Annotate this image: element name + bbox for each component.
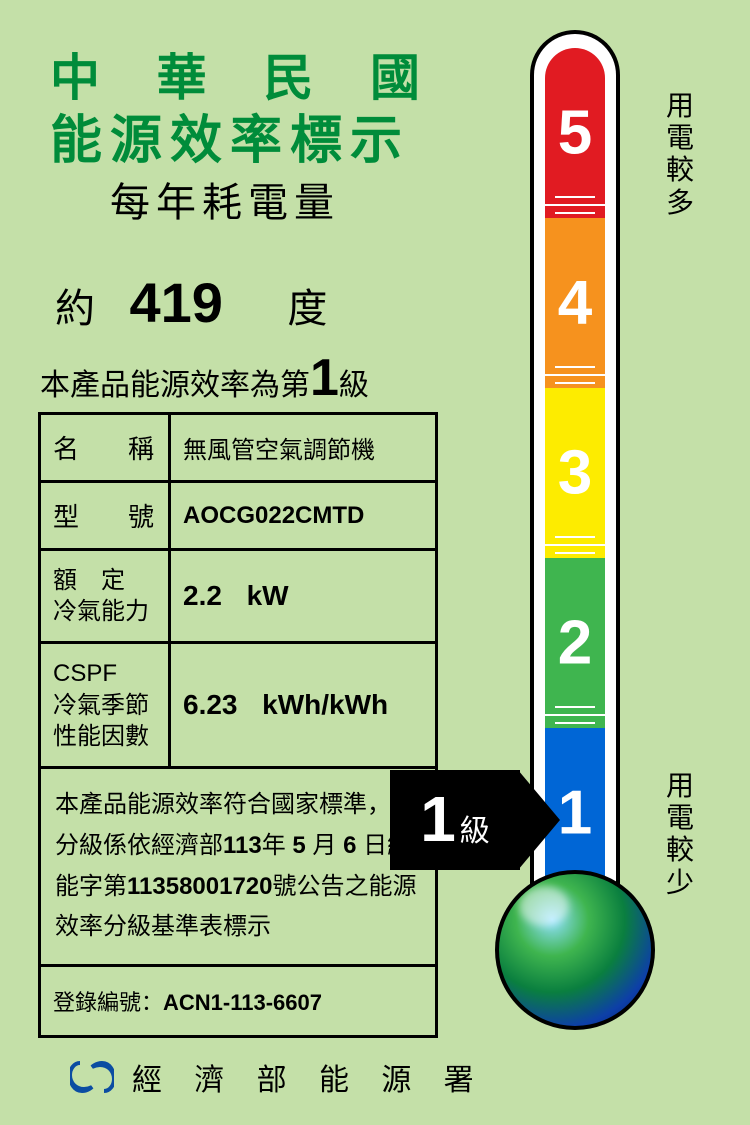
footer: 經 濟 部 能 源 署 <box>70 1055 486 1099</box>
grade-indicator: 1 級 <box>390 770 560 870</box>
thermometer-segment-3: 3 <box>545 388 605 558</box>
compliance-text: 本產品能源效率符合國家標準，其分級係依經濟部113年 5 月 6 日經能字第11… <box>40 767 437 965</box>
grade-indicator-number: 1 <box>420 782 456 856</box>
spec-cspf-unit: kWh/kWh <box>262 689 388 720</box>
compliance-month: 5 <box>292 832 305 859</box>
thermometer-tick <box>555 722 595 724</box>
spec-model-value: AOCG022CMTD <box>170 482 437 550</box>
consumption-row: 約 419 度 <box>55 270 435 335</box>
thermometer-tick <box>545 714 605 716</box>
grade-indicator-box: 1 級 <box>390 770 520 870</box>
grade-line-prefix: 本產品能源效率為第 <box>40 369 310 402</box>
thermometer-segment-5: 5 <box>545 48 605 218</box>
grade-indicator-suffix: 級 <box>460 806 490 850</box>
compliance-docnum: 11358001720 <box>127 873 273 900</box>
grade-line: 本產品能源效率為第1級 <box>40 348 369 408</box>
table-row: 額 定冷氣能力 2.2 kW <box>40 550 437 643</box>
thermometer-segment-number: 3 <box>545 438 605 509</box>
compliance-t3: 月 <box>312 832 336 859</box>
table-row: 登錄編號：ACN1-113-6607 <box>40 966 437 1037</box>
spec-capacity-value: 2.2 <box>183 580 222 611</box>
thermometer-tick <box>555 536 595 538</box>
compliance-day: 6 <box>343 832 356 859</box>
consumption-approx: 約 <box>55 287 95 331</box>
thermometer: 54321 <box>500 30 650 1090</box>
spec-cspf-cell: 6.23 kWh/kWh <box>170 643 437 768</box>
table-row: CSPF冷氣季節性能因數 6.23 kWh/kWh <box>40 643 437 768</box>
thermometer-tick <box>555 706 595 708</box>
thermometer-tick <box>545 204 605 206</box>
thermometer-tick <box>555 552 595 554</box>
consumption-unit: 度 <box>287 287 327 331</box>
table-row: 型 號 AOCG022CMTD <box>40 482 437 550</box>
registration-cell: 登錄編號：ACN1-113-6607 <box>40 966 437 1037</box>
grade-indicator-arrow-icon <box>518 770 560 870</box>
thermometer-tick <box>555 366 595 368</box>
spec-capacity-label: 額 定冷氣能力 <box>40 550 170 643</box>
thermometer-segment-4: 4 <box>545 218 605 388</box>
spec-capacity-cell: 2.2 kW <box>170 550 437 643</box>
registration-label: 登錄編號： <box>53 990 163 1015</box>
thermometer-label-bottom: 用電較少 <box>665 770 695 899</box>
spec-name-label: 名 稱 <box>40 414 170 482</box>
thermometer-segment-number: 5 <box>545 98 605 169</box>
agency-name: 經 濟 部 能 源 署 <box>132 1055 486 1099</box>
registration-value: ACN1-113-6607 <box>163 990 322 1015</box>
thermometer-label-top: 用電較多 <box>665 90 695 219</box>
thermometer-tick <box>545 544 605 546</box>
thermometer-tick <box>555 382 595 384</box>
grade-line-grade: 1 <box>310 349 339 407</box>
grade-line-suffix: 級 <box>339 369 369 402</box>
spec-cspf-label: CSPF冷氣季節性能因數 <box>40 643 170 768</box>
table-row: 本產品能源效率符合國家標準，其分級係依經濟部113年 5 月 6 日經能字第11… <box>40 767 437 965</box>
consumption-value: 419 <box>129 271 222 334</box>
spec-cspf-value: 6.23 <box>183 689 238 720</box>
agency-logo-icon <box>70 1059 114 1095</box>
subtitle-annual-consumption: 每年耗電量 <box>110 170 340 228</box>
thermometer-tick <box>545 374 605 376</box>
thermometer-segment-number: 2 <box>545 608 605 679</box>
spec-table: 名 稱 無風管空氣調節機 型 號 AOCG022CMTD 額 定冷氣能力 2.2… <box>38 412 438 1038</box>
title-line2: 能源效率標示 <box>50 98 420 173</box>
spec-name-value: 無風管空氣調節機 <box>170 414 437 482</box>
thermometer-tick <box>555 196 595 198</box>
compliance-year: 113 <box>223 832 262 859</box>
compliance-t2: 年 <box>262 832 286 859</box>
thermometer-bulb-globe <box>495 870 655 1030</box>
spec-capacity-unit: kW <box>247 580 289 611</box>
thermometer-tick <box>555 212 595 214</box>
table-row: 名 稱 無風管空氣調節機 <box>40 414 437 482</box>
spec-model-label: 型 號 <box>40 482 170 550</box>
thermometer-segment-number: 4 <box>545 268 605 339</box>
thermometer-segment-2: 2 <box>545 558 605 728</box>
